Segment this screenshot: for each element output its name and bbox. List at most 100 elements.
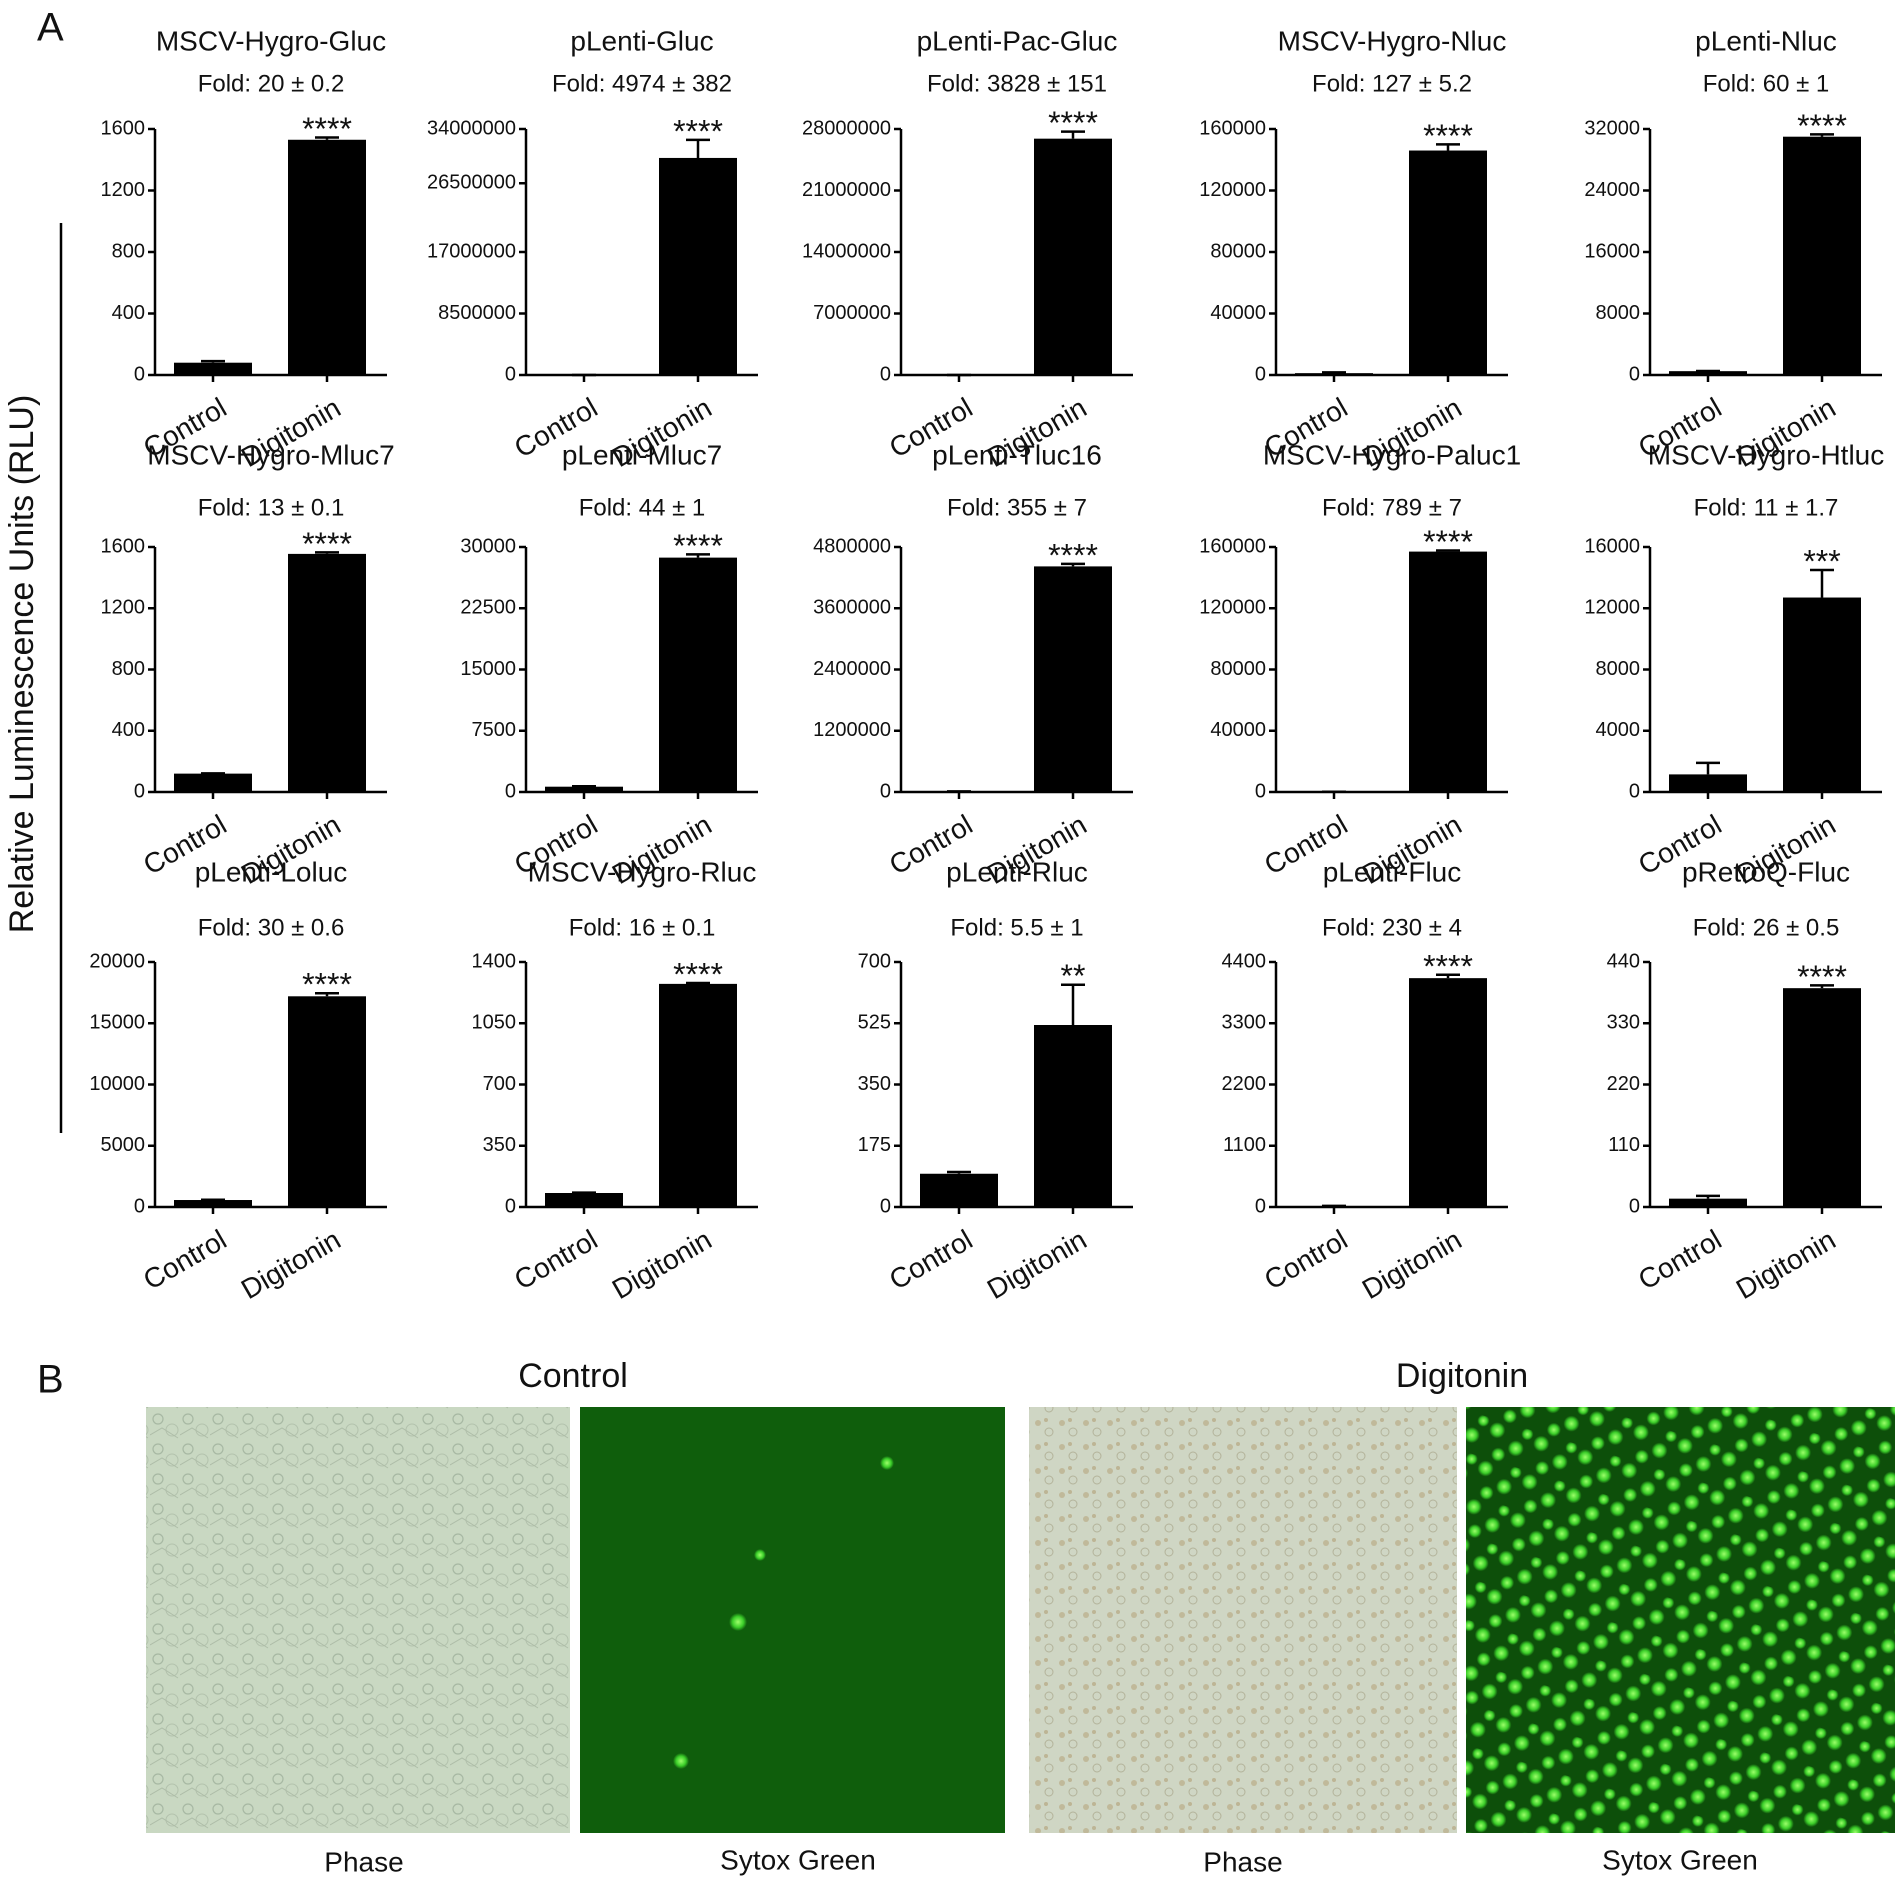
y-tick-label: 0 — [1629, 1195, 1640, 1217]
y-tick-label: 0 — [880, 780, 891, 802]
y-tick-label: 8000 — [1596, 658, 1641, 680]
significance: *** — [1803, 543, 1840, 579]
bar — [1669, 371, 1747, 375]
y-tick-label: 12000 — [1584, 597, 1640, 619]
chart-subtitle: Fold: 30 ± 0.6 — [198, 914, 345, 941]
significance: **** — [1048, 537, 1098, 573]
y-tick-label: 0 — [1255, 363, 1266, 385]
bar — [288, 139, 366, 375]
x-tick-label: Digitonin — [1731, 1224, 1841, 1305]
y-tick-label: 34000000 — [427, 117, 516, 139]
x-tick-label: Digitonin — [982, 1224, 1092, 1305]
x-tick-label: Digitonin — [236, 1224, 346, 1305]
significance: **** — [1048, 105, 1098, 141]
y-tick-label: 0 — [1255, 1195, 1266, 1217]
y-tick-label: 7500 — [472, 719, 517, 741]
nucleus — [729, 1613, 747, 1631]
y-tick-label: 1400 — [472, 950, 517, 972]
error-bar — [947, 1170, 971, 1174]
chart-title: MSCV-Hygro-Rluc — [528, 856, 757, 887]
y-tick-label: 2400000 — [813, 658, 891, 680]
chart-subtitle: Fold: 230 ± 4 — [1322, 914, 1462, 941]
y-tick-label: 24000 — [1584, 179, 1640, 201]
panel-label: B — [37, 1358, 64, 1402]
group-label: Control — [518, 1357, 628, 1395]
chart-subtitle: Fold: 4974 ± 382 — [552, 70, 732, 97]
y-tick-label: 10000 — [89, 1073, 145, 1095]
y-tick-label: 0 — [505, 780, 516, 802]
significance: **** — [1797, 959, 1847, 995]
nucleus — [754, 1549, 766, 1561]
y-tick-label: 80000 — [1210, 658, 1266, 680]
bar — [659, 983, 737, 1207]
chart-subtitle: Fold: 789 ± 7 — [1322, 494, 1462, 521]
chart-title: pLenti-Mluc7 — [562, 439, 722, 470]
significance: **** — [302, 111, 352, 147]
y-tick-label: 15000 — [460, 658, 516, 680]
error-bar — [686, 553, 710, 558]
y-tick-label: 1200000 — [813, 719, 891, 741]
y-tick-label: 525 — [858, 1012, 891, 1034]
error-bar — [686, 138, 710, 158]
chart-title: MSCV-Hygro-Nluc — [1278, 25, 1507, 56]
x-tick-label: Control — [1633, 1224, 1727, 1296]
y-tick-label: 22500 — [460, 597, 516, 619]
error-bar — [1061, 130, 1085, 139]
bar — [1034, 138, 1112, 375]
x-tick-label: Control — [138, 1224, 232, 1296]
significance: **** — [1797, 108, 1847, 144]
significance: **** — [673, 528, 723, 564]
panel-label: A — [37, 6, 64, 50]
y-tick-label: 0 — [134, 363, 145, 385]
error-bar — [1061, 562, 1085, 567]
y-tick-label: 0 — [134, 780, 145, 802]
y-tick-label: 8500000 — [438, 302, 516, 324]
chart-subtitle: Fold: 13 ± 0.1 — [198, 494, 345, 521]
y-tick-label: 3300 — [1222, 1012, 1267, 1034]
micrograph — [146, 1407, 570, 1833]
bar — [174, 1200, 252, 1207]
y-tick-label: 28000000 — [802, 117, 891, 139]
x-tick-label: Control — [509, 1224, 603, 1296]
error-bar — [1696, 761, 1720, 775]
group-label: Digitonin — [1396, 1357, 1528, 1395]
significance: **** — [1423, 524, 1473, 560]
y-tick-label: 160000 — [1199, 535, 1266, 557]
bar — [1034, 566, 1112, 792]
chart-subtitle: Fold: 26 ± 0.5 — [1693, 914, 1840, 941]
chart-subtitle: Fold: 127 ± 5.2 — [1312, 70, 1472, 97]
error-bar — [201, 359, 225, 363]
y-tick-label: 7000000 — [813, 302, 891, 324]
bar — [1669, 774, 1747, 792]
image-label: Sytox Green — [720, 1844, 876, 1875]
bar — [1295, 373, 1373, 375]
y-tick-label: 16000 — [1584, 240, 1640, 262]
error-bar — [686, 981, 710, 985]
bar — [920, 1173, 998, 1207]
y-tick-label: 3600000 — [813, 597, 891, 619]
y-tick-label: 700 — [858, 950, 891, 972]
y-tick-label: 160000 — [1199, 117, 1266, 139]
y-tick-label: 1050 — [472, 1012, 517, 1034]
y-tick-label: 1200 — [101, 597, 146, 619]
error-bar — [1322, 371, 1346, 374]
error-bar — [315, 136, 339, 140]
y-tick-label: 1200 — [101, 179, 146, 201]
significance: **** — [1423, 948, 1473, 984]
significance: **** — [673, 956, 723, 992]
significance: **** — [673, 113, 723, 149]
y-tick-label: 8000 — [1596, 302, 1641, 324]
chart-title: MSCV-Hygro-Gluc — [156, 25, 386, 56]
error-bar — [1061, 983, 1085, 1025]
y-tick-label: 400 — [112, 302, 145, 324]
chart-subtitle: Fold: 20 ± 0.2 — [198, 70, 345, 97]
y-tick-label: 175 — [858, 1134, 891, 1156]
y-tick-label: 350 — [858, 1073, 891, 1095]
bar — [545, 786, 623, 792]
y-tick-label: 32000 — [1584, 117, 1640, 139]
y-tick-label: 0 — [1629, 363, 1640, 385]
x-tick-label: Control — [1259, 1224, 1353, 1296]
y-tick-label: 40000 — [1210, 719, 1266, 741]
error-bar — [1810, 984, 1834, 989]
